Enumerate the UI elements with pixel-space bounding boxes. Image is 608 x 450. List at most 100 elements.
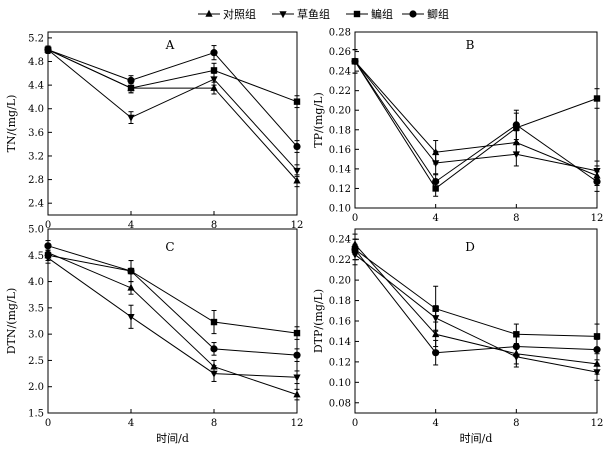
x-tick-label: 8 (211, 220, 217, 231)
data-point (432, 160, 440, 168)
y-axis-title: TN/(mg/L) (5, 95, 18, 153)
legend-entry: 对照组 (198, 7, 256, 21)
y-tick-label: 0.22 (329, 86, 351, 97)
legend-marker (205, 9, 213, 17)
data-point (432, 330, 440, 338)
data-point (351, 57, 359, 65)
y-tick-label: 0.20 (329, 106, 351, 117)
data-point (44, 252, 52, 259)
series-line (354, 254, 598, 373)
data-point (210, 370, 218, 378)
y-tick-label: 2.5 (28, 356, 44, 367)
y-tick-label: 0.14 (329, 164, 351, 175)
plot-frame (47, 31, 298, 216)
x-tick-label: 12 (291, 418, 304, 429)
legend-marker (353, 10, 361, 18)
y-tick-label: 0.24 (329, 235, 351, 246)
data-point (293, 98, 301, 105)
y-tick-label: 4.8 (28, 57, 44, 68)
x-tick-label: 0 (352, 213, 358, 224)
x-tick-label: 12 (291, 220, 304, 231)
data-point (512, 121, 520, 129)
x-tick-label: 0 (45, 220, 51, 231)
x-tick-label: 4 (432, 418, 438, 429)
plot-frame (47, 228, 298, 414)
data-point (512, 342, 520, 351)
legend-entry: 鳊组 (346, 7, 393, 21)
data-point (512, 151, 520, 159)
data-point (44, 242, 52, 250)
panel-a: 2.4 2.8 3.2 3.6 4.0 4.4 4.8 5.2 0 4 8 12 TN/(mg/L) A (5, 31, 304, 231)
data-point (293, 351, 301, 359)
series (44, 246, 301, 401)
series-line (354, 249, 598, 337)
panel-letter: A (165, 38, 175, 52)
series-line (47, 49, 298, 103)
legend-label: 鲫组 (427, 7, 449, 21)
legend-marker (409, 10, 417, 18)
data-point (210, 318, 218, 326)
data-point (127, 283, 135, 291)
data-point (210, 345, 218, 353)
series-line (47, 49, 298, 147)
y-tick-label: 4.5 (28, 251, 44, 262)
panel-letter: D (465, 240, 475, 254)
x-axis-title: 时间/d (156, 432, 189, 445)
y-tick-label: 0.24 (329, 67, 351, 78)
y-tick-label: 3.0 (28, 330, 44, 341)
data-point (351, 245, 359, 254)
x-tick-label: 8 (513, 418, 519, 429)
data-point (210, 49, 218, 57)
data-point (293, 374, 301, 382)
y-tick-label: 1.5 (28, 409, 44, 420)
y-tick-label: 4.4 (28, 81, 44, 92)
y-tick-label: 4.0 (28, 277, 44, 288)
data-point (293, 176, 301, 184)
data-point (210, 76, 218, 84)
data-point (593, 333, 601, 340)
series-line (47, 49, 298, 182)
y-tick-label: 3.6 (28, 128, 44, 139)
y-tick-label: 3.2 (28, 151, 44, 162)
series (351, 238, 601, 350)
x-axis-title: 时间/d (460, 432, 493, 445)
data-point (127, 313, 135, 321)
x-tick-label: 8 (513, 213, 519, 224)
plot-frame (354, 31, 598, 209)
panel-letter: B (466, 38, 475, 52)
series (351, 49, 601, 197)
data-point (127, 114, 135, 122)
data-point (593, 359, 601, 367)
data-point (512, 353, 520, 361)
data-point (593, 346, 601, 354)
panel-c: 1.5 2.0 2.5 3.0 3.5 4.0 4.5 5.0 0 4 8 12 DTN/(mg/L) 时… (5, 225, 303, 446)
y-tick-label: 3.5 (28, 303, 44, 314)
data-point (293, 142, 301, 151)
y-axis-title: DTP/(mg/L) (312, 289, 325, 353)
legend-marker (279, 11, 287, 19)
x-tick-label: 8 (211, 418, 217, 429)
legend-entry: 鲫组 (402, 7, 449, 21)
data-point (210, 83, 218, 91)
series-line (47, 252, 298, 396)
legend-label: 对照组 (223, 7, 256, 21)
data-point (432, 305, 439, 312)
legend: 对照组 草鱼组 鳊组 鲫组 (198, 7, 449, 21)
x-tick-label: 4 (128, 418, 134, 429)
series-line (47, 49, 298, 172)
series (44, 252, 301, 385)
data-point (432, 349, 440, 357)
data-point (593, 95, 601, 102)
data-point (293, 329, 301, 337)
y-tick-label: 2.0 (28, 382, 44, 393)
data-point (593, 178, 601, 186)
series (351, 49, 601, 192)
series (44, 249, 301, 340)
y-tick-label: 0.18 (329, 125, 351, 136)
data-point (593, 369, 601, 377)
series (44, 45, 301, 153)
x-tick-label: 12 (591, 213, 604, 224)
x-tick-label: 0 (352, 418, 358, 429)
y-tick-label: 0.22 (329, 255, 351, 266)
y-tick-label: 4.0 (28, 104, 44, 115)
